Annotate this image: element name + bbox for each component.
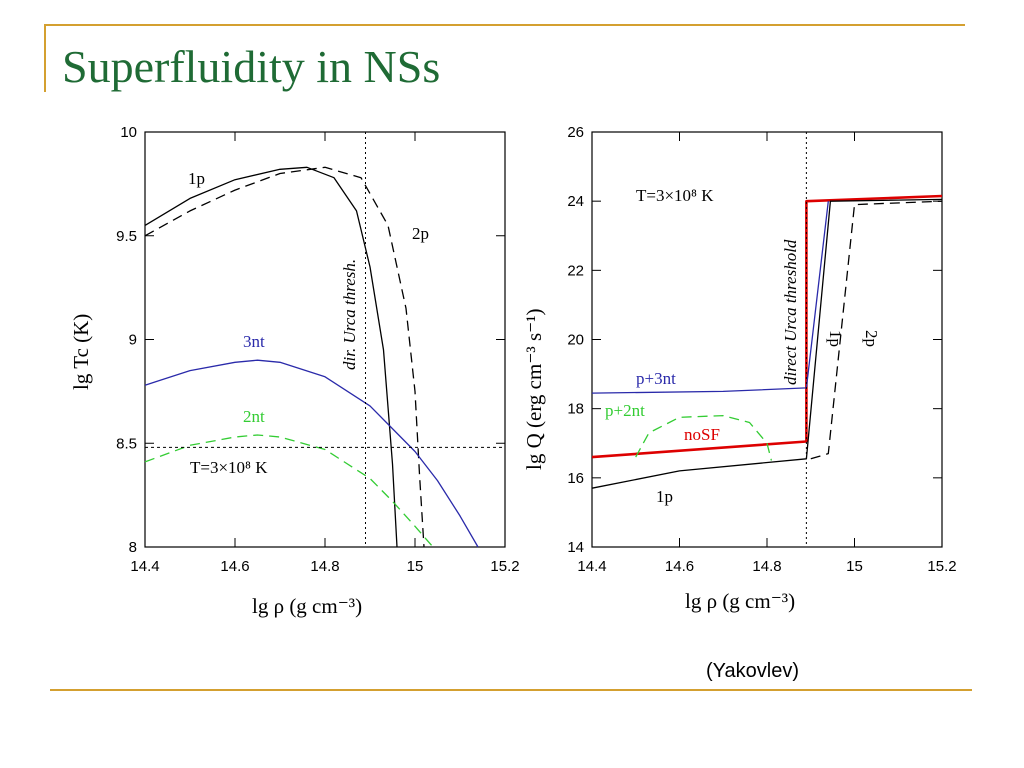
right-x-tick-label: 14.6 — [665, 558, 694, 575]
right-x-tick-label: 14.8 — [752, 558, 781, 575]
label-p3nt: p+3nt — [636, 369, 676, 388]
left-x-tick-label: 14.8 — [310, 558, 339, 575]
left-series-2nt — [144, 434, 434, 548]
right-chart: 14.4 14.6 14.8 15 15.2 14 16 18 20 22 24 26 p+3nt p… — [522, 124, 957, 613]
label-1p: 1p — [188, 169, 205, 188]
right-y-tick-label: 24 — [567, 193, 584, 210]
label-2nt: 2nt — [243, 407, 265, 426]
label-2p-right: 2p — [862, 330, 881, 347]
right-y-tick-label: 26 — [567, 124, 584, 141]
right-series-p-2nt — [635, 414, 773, 461]
label-nosf: noSF — [684, 425, 720, 444]
left-temperature-label: T=3×10⁸ K — [190, 458, 268, 477]
right-y-tick-label: 22 — [567, 262, 584, 279]
slide-title: Superfluidity in NSs — [62, 41, 441, 92]
left-series-3nt — [144, 359, 479, 548]
label-1p-low: 1p — [656, 487, 673, 506]
right-urca-label: direct Urca threshold — [781, 239, 800, 385]
left-x-tick-label: 14.6 — [220, 558, 249, 575]
label-p2nt: p+2nt — [605, 401, 645, 420]
right-y-tick-label: 20 — [567, 332, 584, 349]
label-1p-right: 1p — [826, 330, 845, 347]
top-rule — [44, 24, 965, 26]
left-rule — [44, 24, 46, 92]
right-temperature-label: T=3×10⁸ K — [636, 186, 714, 205]
left-x-axis-label: lg ρ (g cm⁻³) — [252, 594, 362, 618]
left-x-tick-label: 14.4 — [130, 558, 159, 575]
left-y-tick-label: 8 — [129, 539, 137, 556]
left-series-group — [144, 166, 479, 548]
right-y-axis-label: lg Q (erg cm⁻³ s⁻¹) — [522, 308, 546, 470]
right-tick-group: 14.4 14.6 14.8 15 15.2 14 16 18 20 22 24 26 — [567, 124, 956, 575]
left-chart: 14.4 14.6 14.8 15 15.2 8 8.5 9 9.5 10 1p 2p 3nt 2… — [69, 124, 520, 618]
right-y-tick-label: 16 — [567, 470, 584, 487]
right-x-tick-label: 15.2 — [927, 558, 956, 575]
bottom-rule — [50, 689, 972, 691]
right-series-group — [591, 194, 943, 489]
left-y-axis-label: lg Tc (K) — [69, 314, 93, 390]
right-y-tick-label: 18 — [567, 401, 584, 418]
label-2p: 2p — [412, 224, 429, 243]
right-x-tick-label: 15 — [846, 558, 863, 575]
right-series-nosf — [591, 194, 943, 459]
left-series-1p — [144, 166, 398, 548]
left-y-tick-label: 9 — [129, 332, 137, 349]
label-3nt: 3nt — [243, 332, 265, 351]
left-x-tick-label: 15.2 — [490, 558, 519, 575]
left-y-tick-label: 8.5 — [116, 435, 137, 452]
right-x-axis-label: lg ρ (g cm⁻³) — [685, 589, 795, 613]
right-x-tick-label: 14.4 — [577, 558, 606, 575]
left-series-2p — [144, 166, 425, 548]
left-urca-label: dir. Urca thresh. — [340, 259, 359, 370]
left-y-tick-label: 10 — [120, 124, 137, 141]
left-y-tick-label: 9.5 — [116, 228, 137, 245]
right-series-p-3nt — [591, 201, 829, 394]
left-x-tick-label: 15 — [407, 558, 424, 575]
left-tick-group: 14.4 14.6 14.8 15 15.2 8 8.5 9 9.5 10 — [116, 124, 519, 575]
right-series-2p — [810, 200, 943, 460]
credit-text: (Yakovlev) — [706, 660, 799, 682]
right-y-tick-label: 14 — [567, 539, 584, 556]
